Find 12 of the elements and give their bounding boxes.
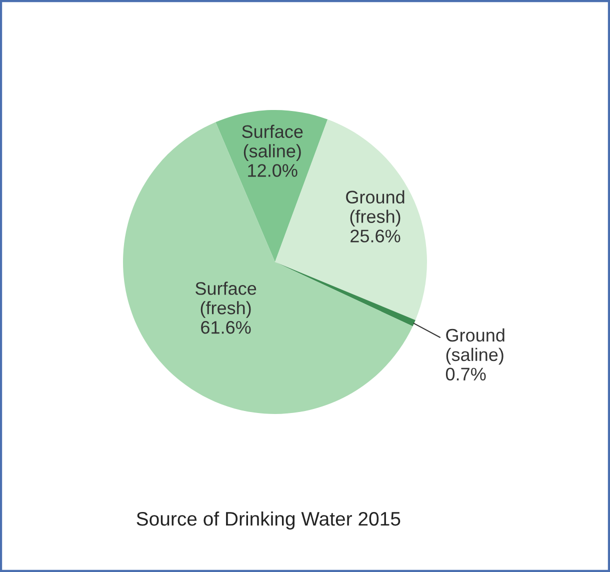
slice-label: Surface (fresh)	[196, 282, 256, 318]
slice-label: Ground (fresh)	[346, 190, 404, 227]
data-label: 12.0%	[248, 164, 298, 177]
text: Source of Drinking Water 2015	[136, 511, 400, 530]
slice-label: Surface (saline)	[242, 124, 303, 161]
data-label: 25.6%	[350, 230, 400, 242]
pie-slice	[216, 110, 328, 262]
slice-label: Ground (saline)	[446, 328, 504, 365]
pie-slice	[123, 122, 413, 414]
data-label: 61.6%	[201, 321, 251, 334]
pie-slice	[275, 262, 416, 326]
data-label: 0.7%	[446, 368, 486, 381]
